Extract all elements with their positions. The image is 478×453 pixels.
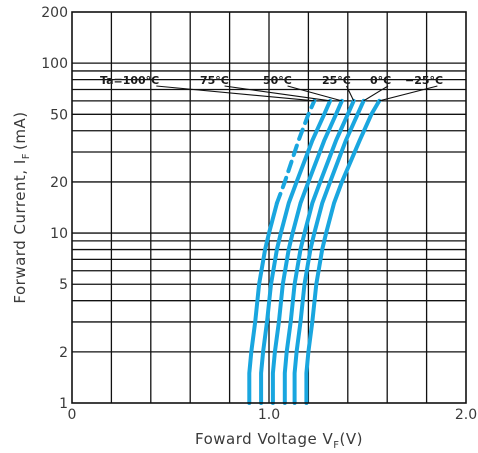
series-label: Ta=100°C [100, 74, 159, 87]
series-curve [292, 98, 366, 405]
series-leader-lines [156, 85, 438, 102]
series-curve-dashed [274, 98, 317, 206]
y-axis-label-text: Forward Current, I [11, 159, 29, 303]
series-label: 75°C [200, 74, 229, 87]
x-tick-label: 1.0 [258, 407, 280, 423]
x-tick-label: 0 [68, 407, 77, 423]
series-leader-line [224, 85, 331, 102]
grid [72, 12, 466, 403]
series-curve [282, 98, 356, 405]
series-label: 0°C [370, 74, 391, 87]
y-tick-label: 1 [59, 396, 68, 412]
series-curve-solid [247, 201, 279, 405]
series-leader-line [363, 85, 389, 102]
y-tick-label: 10 [50, 226, 68, 242]
y-axis-label-subscript: F [21, 153, 32, 159]
y-tick-label: 5 [59, 277, 68, 293]
series-leader-line [156, 85, 315, 102]
x-axis-label-subscript: F [333, 440, 339, 451]
series-labels: Ta=100°C 75°C 50°C 25°C 0°C −25°C [100, 74, 443, 87]
y-tick-labels: 1 2 5 10 20 50 100 200 [41, 5, 68, 412]
series-leader-line [287, 85, 343, 102]
y-axis-label-unit: (mA) [11, 111, 29, 150]
y-tick-label: 20 [50, 175, 68, 191]
series-label: 25°C [322, 74, 351, 87]
series-curve [259, 98, 333, 405]
y-tick-label: 200 [41, 5, 68, 21]
y-tick-label: 50 [50, 107, 68, 123]
x-axis-label: Foward Voltage VF(V) [195, 430, 363, 451]
plot-frame [71, 11, 467, 404]
y-tick-label: 2 [59, 345, 68, 361]
series-curve [270, 98, 344, 405]
series-label: 50°C [263, 74, 292, 87]
x-tick-labels: 0 1.0 2.0 [68, 407, 478, 423]
series-leader-line [379, 85, 438, 102]
series-curve [304, 98, 382, 405]
y-tick-label: 100 [41, 56, 68, 72]
x-tick-label: 2.0 [455, 407, 477, 423]
y-axis-label: Forward Current, IF (mA) [11, 111, 32, 303]
series-label: −25°C [405, 74, 443, 87]
x-axis-label-unit: (V) [340, 430, 363, 448]
x-axis-label-text: Foward Voltage V [195, 430, 333, 448]
series-curves [247, 98, 382, 405]
series-leader-line [346, 85, 355, 102]
